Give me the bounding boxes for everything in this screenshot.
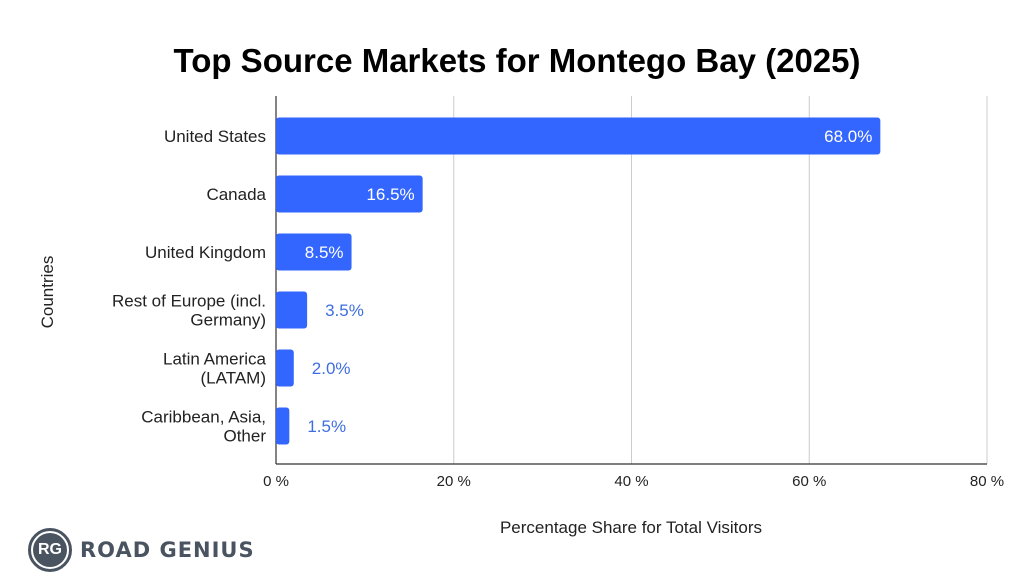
bars: 68.0% 16.5% 8.5% 3.5% 2.0% 1.5%: [276, 117, 881, 445]
bar: [276, 117, 881, 155]
category-label: Caribbean, Asia, Other: [141, 408, 266, 446]
brand-logo: RG ROAD GENIUS: [28, 528, 255, 572]
category-label-line: (LATAM): [201, 369, 266, 388]
bar: [276, 291, 308, 329]
data-label: 68.0%: [824, 127, 872, 146]
x-axis-title: Percentage Share for Total Visitors: [500, 518, 762, 537]
x-tick-label: 60 %: [792, 473, 826, 490]
data-label: 2.0%: [312, 359, 351, 378]
logo-badge-icon: RG: [28, 528, 72, 572]
x-axis-ticks: 0 % 20 % 40 % 60 % 80 %: [263, 473, 1004, 490]
bar: [276, 349, 294, 387]
category-label: United States: [164, 127, 266, 146]
category-label-line: Caribbean, Asia,: [141, 408, 266, 427]
category-label-line: Rest of Europe (incl.: [112, 292, 266, 311]
logo-wordmark: ROAD GENIUS: [80, 538, 255, 562]
chart-title: Top Source Markets for Montego Bay (2025…: [173, 42, 860, 79]
x-tick-label: 80 %: [970, 473, 1004, 490]
category-labels: United States Canada United Kingdom Rest of…: [112, 127, 267, 446]
category-label: Rest of Europe (incl. Germany): [112, 292, 266, 330]
data-label: 8.5%: [305, 243, 344, 262]
category-label-line: United States: [164, 127, 266, 146]
y-axis-title: Countries: [38, 256, 57, 329]
x-tick-label: 40 %: [614, 473, 648, 490]
bar: [276, 233, 352, 271]
bar: [276, 175, 423, 213]
grid: [275, 96, 988, 465]
category-label: Canada: [206, 185, 266, 204]
bar: [276, 407, 290, 445]
data-label: 1.5%: [307, 417, 346, 436]
data-label: 16.5%: [366, 185, 414, 204]
category-label-line: United Kingdom: [145, 243, 266, 262]
x-tick-label: 20 %: [437, 473, 471, 490]
category-label: Latin America (LATAM): [163, 350, 267, 388]
category-label-line: Latin America: [163, 350, 267, 369]
data-label: 3.5%: [325, 301, 364, 320]
category-label-line: Other: [223, 427, 266, 446]
category-label-line: Germany): [190, 311, 266, 330]
category-label: United Kingdom: [145, 243, 266, 262]
category-label-line: Canada: [206, 185, 266, 204]
x-tick-label: 0 %: [263, 473, 289, 490]
logo-initials: RG: [33, 533, 67, 567]
